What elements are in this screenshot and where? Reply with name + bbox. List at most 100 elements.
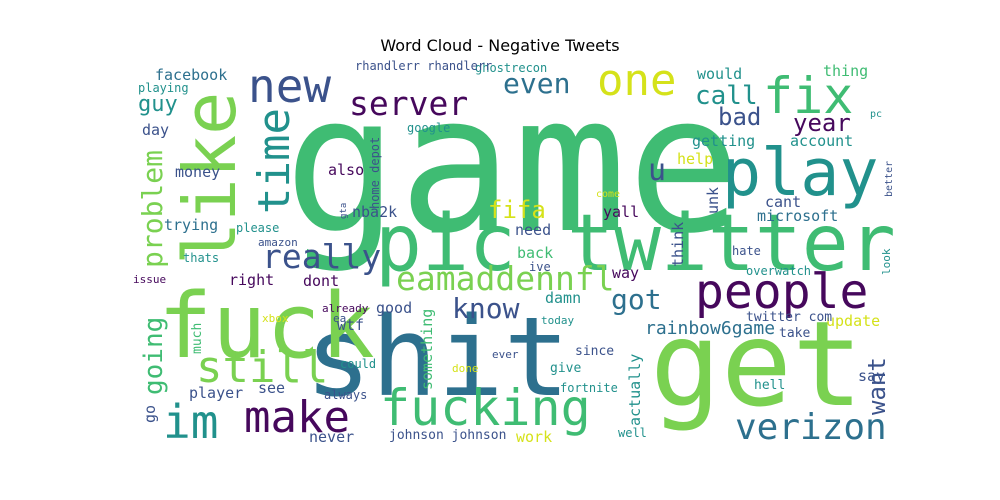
word-amazon: amazon — [258, 236, 298, 249]
word-u: u — [648, 153, 666, 188]
word-good: good — [376, 299, 412, 317]
word-rhandlerr-rhandlerr: rhandlerr rhandlerr — [355, 59, 492, 73]
word-google: google — [407, 121, 450, 135]
word-ive: ive — [529, 260, 551, 274]
word-unk: unk — [704, 187, 722, 214]
word-ghostrecon: ghostrecon — [475, 61, 547, 75]
word-account: account — [790, 132, 853, 150]
chart-title: Word Cloud - Negative Tweets — [380, 36, 620, 55]
word-really: really — [262, 237, 381, 276]
word-back: back — [517, 244, 553, 262]
word-done: done — [452, 362, 479, 375]
word-hate: hate — [732, 244, 761, 258]
word-twitter: twitter — [567, 199, 896, 289]
word-actually: actually — [626, 354, 644, 426]
word-bad: bad — [718, 103, 761, 131]
word-one: one — [597, 55, 676, 106]
word-trying: trying — [164, 216, 218, 234]
word-eamaddennfl: eamaddennfl — [396, 259, 615, 298]
word-thing: thing — [823, 62, 868, 80]
word-server: server — [349, 84, 468, 123]
word-people: people — [695, 264, 868, 320]
word-take: take — [779, 326, 810, 341]
word-thats: thats — [183, 251, 219, 265]
word-player: player — [189, 384, 243, 402]
word-im: im — [163, 395, 218, 449]
word-overwatch: overwatch — [746, 264, 811, 278]
word-fortnite: fortnite — [560, 381, 618, 395]
word-would: would — [697, 65, 742, 83]
word-make: make — [244, 392, 350, 443]
word-gta: gta — [339, 203, 349, 219]
word-xbox: xbox — [262, 312, 289, 325]
word-still: still — [196, 342, 328, 393]
word-help: help — [677, 150, 713, 168]
word-fuck: fuck — [158, 274, 375, 379]
word-update: update — [826, 312, 880, 330]
word-microsoft: microsoft — [757, 207, 838, 225]
word-well: well — [618, 426, 647, 440]
word-like: like — [168, 92, 252, 265]
word-since: since — [575, 344, 614, 359]
word-give: give — [550, 361, 581, 376]
word-even: even — [503, 67, 570, 100]
word-playing: playing — [138, 81, 189, 95]
word-never: never — [309, 428, 354, 446]
word-year: year — [793, 109, 851, 137]
word-wtf: wtf — [337, 316, 364, 334]
word-right: right — [229, 271, 274, 289]
word-going: going — [139, 317, 169, 395]
word-getting: getting — [692, 132, 755, 150]
word-home-depot: home depot — [368, 137, 382, 209]
word-guy: guy — [138, 92, 178, 117]
word-twitter-com: twitter com — [746, 310, 832, 325]
word-way: way — [612, 264, 639, 282]
word-come: come — [596, 189, 620, 200]
word-fifa: fifa — [488, 196, 546, 224]
word-work: work — [516, 428, 552, 446]
word-pic: pic — [375, 199, 516, 289]
word-play: play — [722, 136, 879, 211]
word-fix: fix — [763, 67, 853, 125]
word-issue: issue — [133, 273, 166, 286]
word-pc: pc — [870, 109, 882, 120]
word-go: go — [141, 405, 159, 423]
word-get: get — [650, 295, 863, 433]
word-money: money — [175, 163, 220, 181]
word-got: got — [611, 283, 662, 316]
word-rainbow6game: rainbow6game — [645, 318, 775, 339]
word-verizon: verizon — [735, 407, 887, 448]
word-much: much — [190, 323, 205, 354]
word-fucking: fucking — [380, 379, 591, 437]
word-cant: cant — [765, 193, 801, 211]
word-look: look — [880, 248, 893, 275]
word-facebook: facebook — [155, 66, 227, 84]
word-something: something — [418, 309, 436, 390]
word-today: today — [541, 314, 574, 327]
word-hell: hell — [754, 378, 785, 393]
word-game: game — [284, 54, 742, 275]
word-please: please — [236, 221, 279, 235]
word-johnson-johnson: johnson johnson — [389, 428, 506, 443]
word-need: need — [515, 221, 551, 239]
word-time: time — [249, 108, 300, 214]
word-could: could — [340, 357, 376, 371]
word-shit: shit — [305, 293, 570, 421]
word-problem: problem — [136, 150, 169, 268]
word-already: already — [322, 302, 369, 315]
word-better: better — [884, 161, 895, 197]
word-nba2k: nba2k — [352, 203, 397, 221]
word-dont: dont — [303, 272, 339, 290]
word-want: want — [863, 357, 891, 415]
word-new: new — [248, 59, 331, 113]
word-ever: ever — [492, 348, 519, 361]
word-ea: ea — [333, 312, 346, 325]
word-damn: damn — [545, 289, 581, 307]
word-also: also — [328, 161, 364, 179]
word-know: know — [452, 292, 520, 325]
word-say: say — [858, 367, 885, 385]
word-yall: yall — [603, 203, 639, 221]
word-call: call — [695, 81, 758, 111]
word-see: see — [258, 379, 285, 397]
